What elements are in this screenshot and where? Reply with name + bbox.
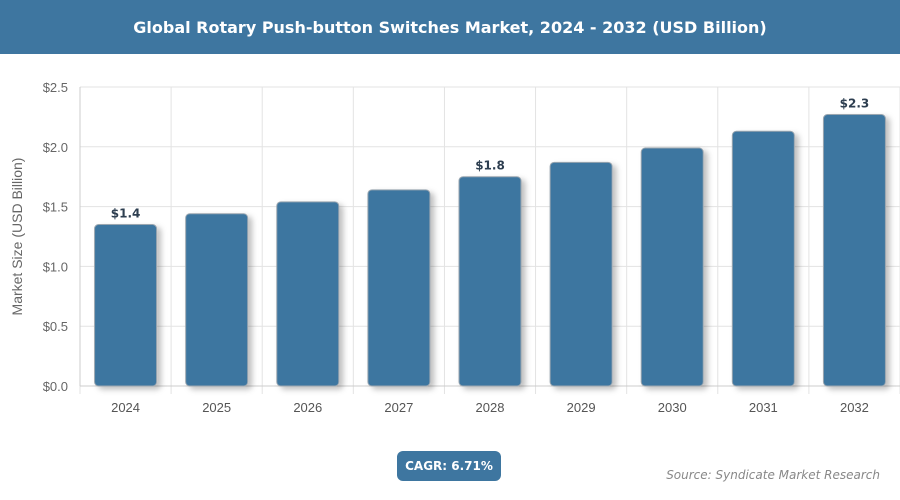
bar-2026 bbox=[276, 201, 340, 387]
bar-2027 bbox=[367, 189, 431, 387]
y-tick-label: $0.0 bbox=[43, 379, 68, 394]
x-tick-label: 2030 bbox=[658, 400, 687, 415]
bar-2024 bbox=[94, 224, 158, 387]
chart-title: Global Rotary Push-button Switches Marke… bbox=[0, 0, 900, 54]
bar-2030 bbox=[640, 147, 704, 387]
bar-2025 bbox=[185, 213, 249, 387]
cagr-badge: CAGR: 6.71% bbox=[397, 451, 501, 481]
x-tick-label: 2025 bbox=[202, 400, 231, 415]
bar-2031 bbox=[731, 130, 795, 387]
y-tick-label: $1.0 bbox=[43, 259, 68, 274]
y-tick-label: $1.5 bbox=[43, 200, 68, 215]
x-tick-label: 2026 bbox=[293, 400, 322, 415]
y-tick-label: $2.0 bbox=[43, 140, 68, 155]
x-tick-label: 2031 bbox=[749, 400, 778, 415]
x-tick-label: 2024 bbox=[111, 400, 140, 415]
data-label: $1.8 bbox=[475, 159, 505, 173]
y-tick-label: $0.5 bbox=[43, 319, 68, 334]
x-tick-label: 2027 bbox=[384, 400, 413, 415]
bar-2032 bbox=[822, 114, 886, 387]
data-label: $2.3 bbox=[840, 97, 870, 111]
data-label: $1.4 bbox=[111, 207, 141, 221]
x-tick-label: 2028 bbox=[476, 400, 505, 415]
y-tick-label: $2.5 bbox=[43, 80, 68, 95]
bar-2029 bbox=[549, 161, 613, 387]
x-tick-label: 2029 bbox=[567, 400, 596, 415]
y-axis-title: Market Size (USD Billion) bbox=[9, 158, 25, 316]
bar-2028 bbox=[458, 176, 522, 387]
x-tick-label: 2032 bbox=[840, 400, 869, 415]
source-note: Source: Syndicate Market Research bbox=[666, 468, 880, 482]
